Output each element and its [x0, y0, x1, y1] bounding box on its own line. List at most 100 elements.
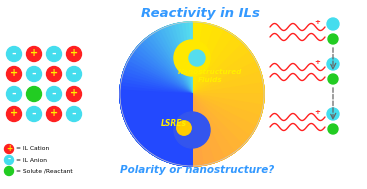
Circle shape [4, 156, 14, 164]
Text: +: + [50, 68, 58, 78]
Circle shape [7, 106, 22, 122]
Wedge shape [120, 22, 192, 166]
Wedge shape [120, 46, 192, 166]
Circle shape [47, 67, 62, 81]
Wedge shape [120, 26, 192, 166]
Circle shape [327, 18, 339, 30]
Circle shape [7, 67, 22, 81]
Circle shape [7, 87, 22, 101]
Text: +: + [314, 109, 320, 115]
Text: -: - [12, 88, 16, 98]
Wedge shape [192, 94, 214, 166]
Wedge shape [120, 72, 192, 166]
Circle shape [328, 74, 338, 84]
Wedge shape [120, 65, 192, 166]
Circle shape [26, 87, 41, 101]
Wedge shape [120, 40, 192, 166]
Circle shape [66, 87, 81, 101]
Wedge shape [120, 68, 192, 166]
Wedge shape [192, 94, 256, 166]
Text: Nanostructured
Fluids: Nanostructured Fluids [178, 69, 242, 83]
Circle shape [7, 46, 22, 61]
Wedge shape [192, 94, 250, 166]
Wedge shape [120, 55, 192, 166]
Wedge shape [120, 58, 192, 166]
Text: -: - [7, 155, 11, 164]
Wedge shape [120, 24, 192, 166]
Text: +: + [70, 49, 78, 59]
Circle shape [327, 58, 339, 70]
Wedge shape [192, 94, 234, 166]
Text: = Solute /Reactant: = Solute /Reactant [16, 169, 73, 174]
Circle shape [327, 108, 339, 120]
Circle shape [66, 46, 81, 61]
Wedge shape [192, 94, 263, 166]
Wedge shape [192, 94, 203, 166]
Text: +: + [314, 19, 320, 25]
Circle shape [177, 121, 191, 135]
Text: Reactivity in ILs: Reactivity in ILs [141, 7, 259, 20]
Wedge shape [120, 79, 192, 166]
Text: +: + [10, 68, 18, 78]
Wedge shape [120, 90, 192, 166]
Wedge shape [120, 75, 192, 166]
Wedge shape [120, 49, 192, 166]
Circle shape [328, 34, 338, 44]
Text: +: + [314, 59, 320, 65]
Wedge shape [120, 22, 192, 166]
Text: -: - [52, 49, 56, 59]
Wedge shape [192, 94, 243, 166]
Wedge shape [192, 94, 264, 166]
Text: +: + [6, 144, 12, 153]
Circle shape [26, 106, 41, 122]
Wedge shape [120, 22, 192, 166]
Text: +: + [10, 108, 18, 119]
Wedge shape [192, 36, 264, 166]
Wedge shape [192, 26, 264, 166]
Text: -: - [12, 49, 16, 59]
Wedge shape [120, 27, 192, 166]
Circle shape [26, 67, 41, 81]
Wedge shape [120, 23, 192, 166]
Wedge shape [120, 43, 192, 166]
Text: -: - [52, 88, 56, 98]
Circle shape [47, 106, 62, 122]
Text: Polarity or nanostructure?: Polarity or nanostructure? [120, 165, 274, 175]
Text: = IL Anion: = IL Anion [16, 157, 47, 163]
Text: -: - [32, 68, 36, 78]
Text: -: - [72, 68, 76, 78]
Circle shape [66, 106, 81, 122]
Text: +: + [50, 108, 58, 119]
Text: LSREs: LSREs [161, 119, 187, 129]
Circle shape [26, 46, 41, 61]
Circle shape [328, 124, 338, 134]
Wedge shape [120, 30, 192, 166]
Wedge shape [192, 30, 264, 166]
Wedge shape [192, 23, 264, 166]
Circle shape [174, 112, 210, 148]
Wedge shape [192, 61, 264, 166]
Wedge shape [120, 32, 192, 166]
Circle shape [174, 40, 210, 76]
Wedge shape [120, 28, 192, 166]
Wedge shape [192, 94, 225, 166]
Wedge shape [120, 36, 192, 166]
Wedge shape [120, 22, 192, 166]
Wedge shape [192, 43, 264, 166]
Wedge shape [120, 83, 192, 166]
Text: -: - [32, 108, 36, 119]
Wedge shape [120, 61, 192, 166]
Circle shape [47, 87, 62, 101]
Wedge shape [120, 34, 192, 166]
Wedge shape [192, 22, 264, 166]
Wedge shape [120, 52, 192, 166]
Text: +: + [30, 49, 38, 59]
Circle shape [4, 145, 14, 153]
Text: = IL Cation: = IL Cation [16, 146, 49, 152]
Wedge shape [120, 24, 192, 166]
Text: -: - [72, 108, 76, 119]
Wedge shape [192, 52, 264, 166]
Text: +: + [70, 88, 78, 98]
Circle shape [66, 67, 81, 81]
Circle shape [4, 167, 14, 176]
